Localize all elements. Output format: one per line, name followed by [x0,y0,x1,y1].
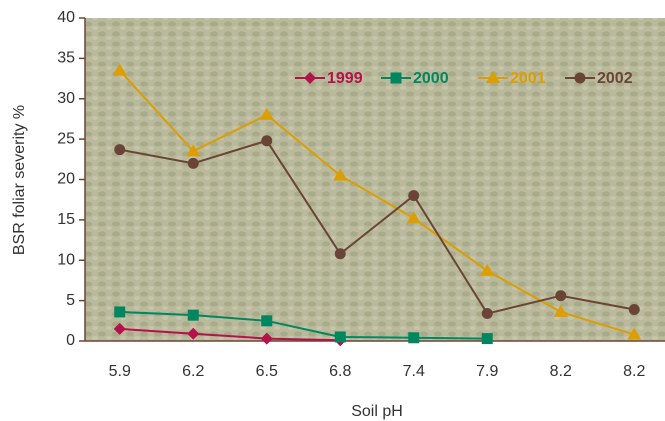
x-tick-label: 7.9 [476,363,498,380]
x-tick-label: 6.2 [182,363,204,380]
legend-label: 2000 [413,70,449,87]
data-point [408,190,419,201]
y-tick-label: 15 [57,211,75,228]
y-tick-label: 35 [57,50,75,67]
data-point [482,333,493,344]
legend-marker [575,73,586,84]
x-tick-label: 8.2 [623,363,645,380]
y-axis-label: BSR foliar severity % [11,105,28,255]
data-point [188,158,199,169]
data-point [188,310,199,321]
plot-background [85,18,665,341]
legend-label: 1999 [327,70,363,87]
x-tick-label: 7.4 [403,363,425,380]
x-tick-label: 5.9 [109,363,131,380]
legend-label: 2002 [597,70,633,87]
data-point [482,308,493,319]
data-point [114,306,125,317]
y-tick-label: 25 [57,130,75,147]
data-point [114,144,125,155]
x-tick-label: 8.2 [550,363,572,380]
data-point [555,290,566,301]
x-tick-label: 6.8 [329,363,351,380]
y-tick-label: 10 [57,251,75,268]
data-point [335,331,346,342]
data-point [261,315,272,326]
x-tick-label: 6.5 [256,363,278,380]
data-point [335,248,346,259]
y-tick-label: 30 [57,90,75,107]
y-tick-label: 5 [66,292,75,309]
data-point [261,135,272,146]
y-tick-label: 20 [57,171,75,188]
x-axis-label: Soil pH [351,403,403,420]
data-point [629,304,640,315]
data-point [408,332,419,343]
legend-label: 2001 [510,70,546,87]
legend-marker [391,73,402,84]
chart: Soil pH BSR foliar severity % 0 5 10 15 20 25… [0,0,665,421]
y-tick-label: 0 [66,332,75,349]
y-tick-label: 40 [57,9,75,26]
